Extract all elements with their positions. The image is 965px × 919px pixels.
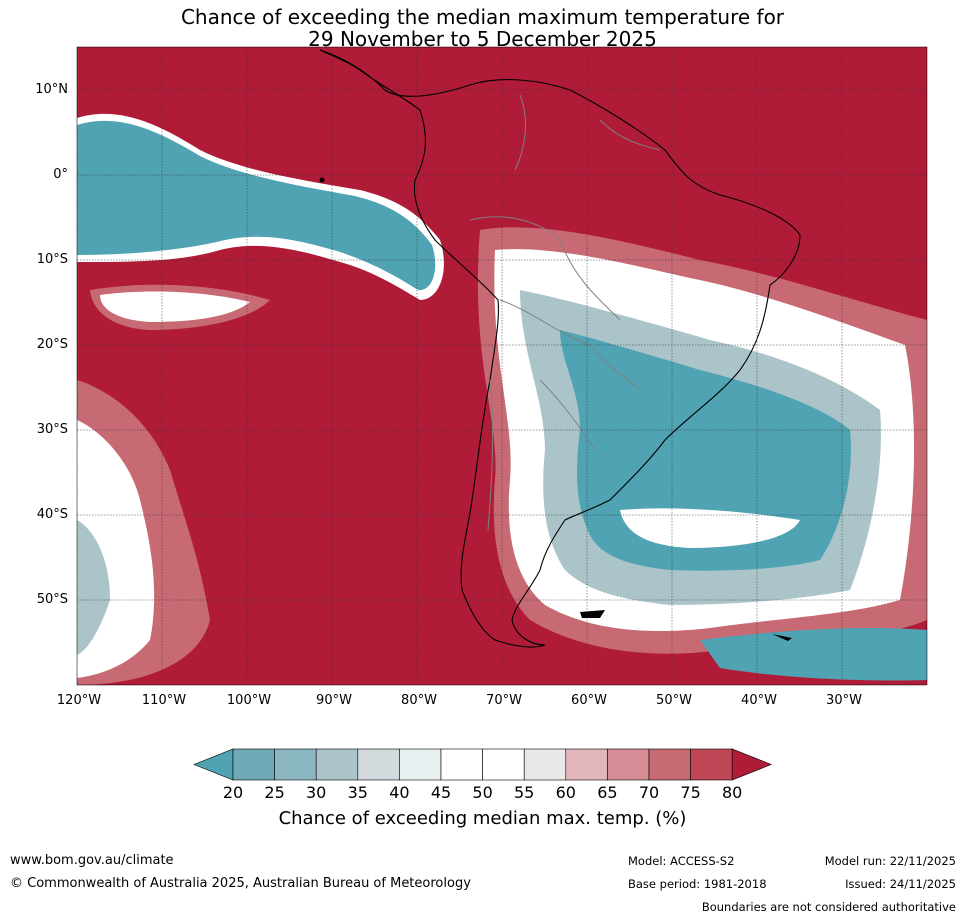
lat-label: 40°S xyxy=(36,507,68,522)
lon-label: 120°W xyxy=(56,693,102,708)
galapagos-islands xyxy=(319,177,325,183)
colorbar-tick-label: 40 xyxy=(389,783,410,802)
lat-label: 0° xyxy=(53,167,68,182)
colorbar-tick-label: 65 xyxy=(597,783,618,802)
colorbar-segment xyxy=(482,748,525,781)
lat-label: 20°S xyxy=(36,337,68,352)
colorbar-under-arrow xyxy=(193,748,234,781)
colorbar-tick-label: 70 xyxy=(638,783,660,802)
lat-label: 10°S xyxy=(36,252,68,267)
colorbar-tick-label: 35 xyxy=(347,783,368,802)
south-america-coastline xyxy=(319,49,801,648)
colorbar-segment xyxy=(274,748,317,781)
colorbar-segment xyxy=(565,748,608,781)
lon-label: 80°W xyxy=(401,693,437,708)
lon-label: 50°W xyxy=(656,693,692,708)
atlantic-white-band xyxy=(620,508,800,548)
graticule xyxy=(77,47,927,685)
map-title-line2: 29 November to 5 December 2025 xyxy=(308,27,657,51)
colorbar-tick-label: 45 xyxy=(430,783,452,802)
colorbar-segment xyxy=(690,748,733,781)
colorbar-segment xyxy=(399,748,442,781)
footer-disclaimer: Boundaries are not considered authoritat… xyxy=(701,900,956,914)
lon-label: 60°W xyxy=(571,693,607,708)
colorbar-segment xyxy=(357,748,400,781)
lat-label: 10°N xyxy=(35,82,68,97)
lon-label: 30°W xyxy=(826,693,862,708)
pacific-cool-core xyxy=(77,120,436,291)
lat-label: 30°S xyxy=(36,422,68,437)
lat-label: 50°S xyxy=(36,592,68,607)
south-georgia-island xyxy=(772,634,792,641)
pacific-cool-band-white xyxy=(100,291,250,322)
colorbar-segment xyxy=(232,748,275,781)
lon-label: 90°W xyxy=(316,693,352,708)
country-borders xyxy=(469,94,661,531)
footer-copyright: © Commonwealth of Australia 2025, Austra… xyxy=(10,876,471,891)
colorbar-tick-label: 75 xyxy=(680,783,701,802)
colorbar-segment xyxy=(607,748,650,781)
colorbar-segment xyxy=(523,748,567,781)
colorbar-tick-label: 60 xyxy=(555,783,576,802)
colorbar-segment xyxy=(648,748,691,781)
colorbar-tick-label: 55 xyxy=(514,783,535,802)
colorbar-tick-label: 30 xyxy=(306,783,327,802)
footer-model: Model: ACCESS-S2 xyxy=(628,854,735,868)
falkland-islands xyxy=(580,610,605,618)
footer-model-run: Model run: 22/11/2025 xyxy=(824,854,956,868)
colorbar-tick-label: 80 xyxy=(722,783,743,802)
lon-label: 110°W xyxy=(141,693,187,708)
lon-label: 40°W xyxy=(741,693,777,708)
southwest-patch-grey xyxy=(77,520,110,655)
lon-label: 70°W xyxy=(486,693,522,708)
colorbar-tick-label: 50 xyxy=(472,783,493,802)
map-frame xyxy=(76,46,928,686)
colorbar-over-arrow xyxy=(731,748,773,781)
lon-label: 100°W xyxy=(226,693,272,708)
footer-issued: Issued: 24/11/2025 xyxy=(845,877,956,891)
footer-base-period: Base period: 1981-2018 xyxy=(628,877,767,891)
colorbar-segment xyxy=(440,748,483,781)
colorbar-tick-label: 25 xyxy=(264,783,285,802)
colorbar-segment xyxy=(315,748,359,781)
footer-url: www.bom.gov.au/climate xyxy=(10,853,174,868)
colorbar-label: Chance of exceeding median max. temp. (%… xyxy=(278,808,687,829)
colorbar xyxy=(193,748,773,781)
map-title-line1: Chance of exceeding the median maximum t… xyxy=(180,5,785,29)
colorbar-tick-label: 20 xyxy=(222,783,244,802)
